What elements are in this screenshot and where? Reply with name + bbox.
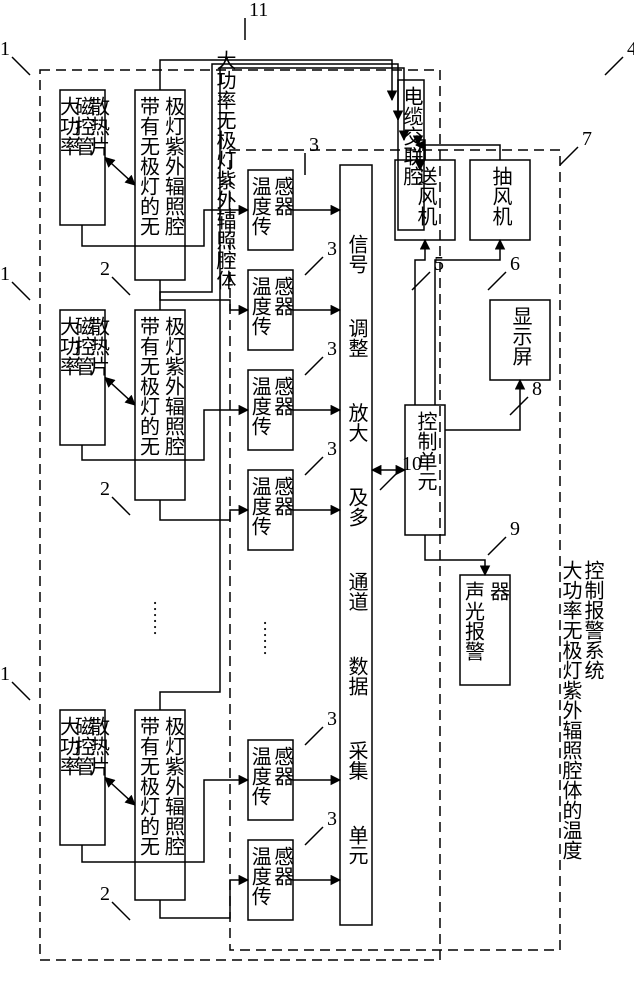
callout-2: 2 [100, 883, 110, 905]
callout-2: 2 [100, 478, 110, 500]
sig [340, 165, 372, 925]
callout-3: 3 [327, 808, 337, 830]
callout-3: 3 [327, 338, 337, 360]
ts3-text: 温度传 [248, 376, 271, 436]
disp-text: 显示屏 [509, 306, 532, 366]
ellipsis: …… [150, 600, 170, 636]
uv2-text: 带有无极灯的无 [137, 316, 160, 456]
uv3-text: 带有无极灯的无 [137, 716, 160, 856]
ts2-text: 感器 [271, 276, 294, 316]
callout-6: 6 [510, 253, 520, 275]
sig-text: 调整 [345, 318, 368, 358]
callout-1: 1 [0, 263, 10, 285]
ts3-text: 感器 [271, 376, 294, 416]
uv2-text: 极灯紫外辐照腔 [162, 316, 185, 456]
ts6-text: 感器 [271, 846, 294, 886]
mag1-text: 散热片 [87, 96, 110, 156]
callout-4: 4 [627, 38, 634, 60]
ts1-text: 温度传 [248, 176, 271, 236]
callout-11: 11 [249, 0, 268, 21]
callout-3: 3 [327, 438, 337, 460]
fan2-text: 抽风机 [489, 166, 512, 226]
ts5-text: 感器 [271, 746, 294, 786]
uv1-text: 带有无极灯的无 [137, 96, 160, 236]
callout-1: 1 [0, 38, 10, 60]
ts1-text: 感器 [271, 176, 294, 216]
sig-text: 数据 [345, 655, 368, 695]
callout-5: 5 [434, 253, 444, 275]
mag2-text: 散热片 [87, 316, 110, 376]
callout-8: 8 [532, 378, 542, 400]
alarm-text: 器 [487, 581, 510, 601]
callout-1: 1 [0, 663, 10, 685]
mag3-text: 散热片 [87, 716, 110, 776]
sig-text: 信号 [345, 233, 368, 273]
sig-text: 通道 [345, 571, 368, 611]
callout-2: 2 [100, 258, 110, 280]
sig-text: 单元 [345, 824, 368, 864]
callout-3: 3 [309, 134, 319, 156]
sig-text: 放大 [345, 402, 368, 442]
ctrl-text: 控制单元 [414, 411, 437, 491]
callout-3: 3 [327, 708, 337, 730]
callout-9: 9 [510, 518, 520, 540]
control-label: 控制报警系统 [581, 560, 604, 680]
ts6-text: 温度传 [248, 846, 271, 906]
callout-10: 10 [402, 453, 422, 475]
uv1-text: 极灯紫外辐照腔 [162, 96, 185, 236]
control-label: 大功率无极灯紫外辐照腔体的温度 [559, 560, 582, 860]
callout-3: 3 [327, 238, 337, 260]
callout-7: 7 [582, 128, 592, 150]
ellipsis: …… [260, 620, 280, 656]
sig-text: 及多 [345, 487, 368, 527]
sig-text: 采集 [345, 740, 368, 780]
outer-label: 大功率无极灯紫外辐照腔体 [213, 50, 236, 290]
ts4-text: 感器 [271, 476, 294, 516]
ts5-text: 温度传 [248, 746, 271, 806]
alarm-text: 声光报警 [462, 581, 485, 661]
ts4-text: 温度传 [248, 476, 271, 536]
uv3-text: 极灯紫外辐照腔 [162, 716, 185, 856]
ts2-text: 温度传 [248, 276, 271, 336]
